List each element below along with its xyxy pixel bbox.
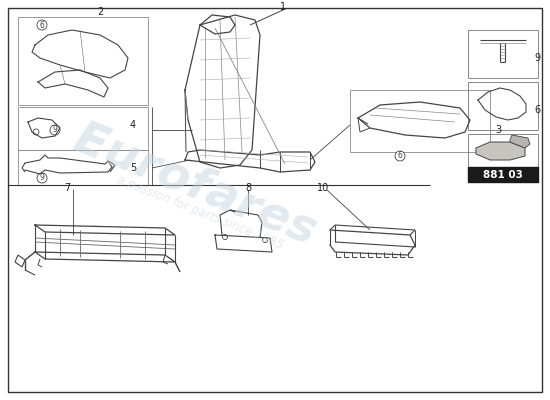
Circle shape [223, 234, 228, 240]
Text: 9: 9 [534, 53, 540, 63]
Polygon shape [476, 142, 525, 160]
Text: 6: 6 [534, 105, 540, 115]
Polygon shape [510, 135, 530, 148]
Bar [350, 90, 490, 152]
Text: 881 03: 881 03 [483, 170, 523, 180]
Circle shape [262, 238, 267, 242]
Circle shape [33, 129, 39, 135]
Circle shape [395, 151, 405, 161]
Circle shape [50, 125, 60, 135]
Bar [18, 17, 148, 105]
Circle shape [37, 173, 47, 183]
Text: 9: 9 [53, 126, 57, 134]
Text: 6: 6 [40, 20, 45, 30]
Text: 7: 7 [64, 183, 70, 193]
Bar [468, 134, 538, 182]
Text: 6: 6 [398, 152, 403, 160]
Text: 2: 2 [97, 7, 103, 17]
Text: 8: 8 [245, 183, 251, 193]
Text: 1: 1 [280, 2, 286, 12]
Text: 4: 4 [130, 120, 136, 130]
Text: a passion for parts since 1985: a passion for parts since 1985 [115, 172, 285, 252]
Bar [468, 82, 538, 130]
Bar [18, 107, 148, 150]
Text: 3: 3 [495, 125, 501, 135]
Bar [468, 30, 538, 78]
Bar [468, 167, 538, 182]
Text: Eurofares: Eurofares [67, 116, 323, 254]
Text: 5: 5 [130, 163, 136, 173]
Text: 10: 10 [317, 183, 329, 193]
Circle shape [37, 20, 47, 30]
Text: 9: 9 [40, 174, 45, 182]
Bar [18, 150, 148, 185]
